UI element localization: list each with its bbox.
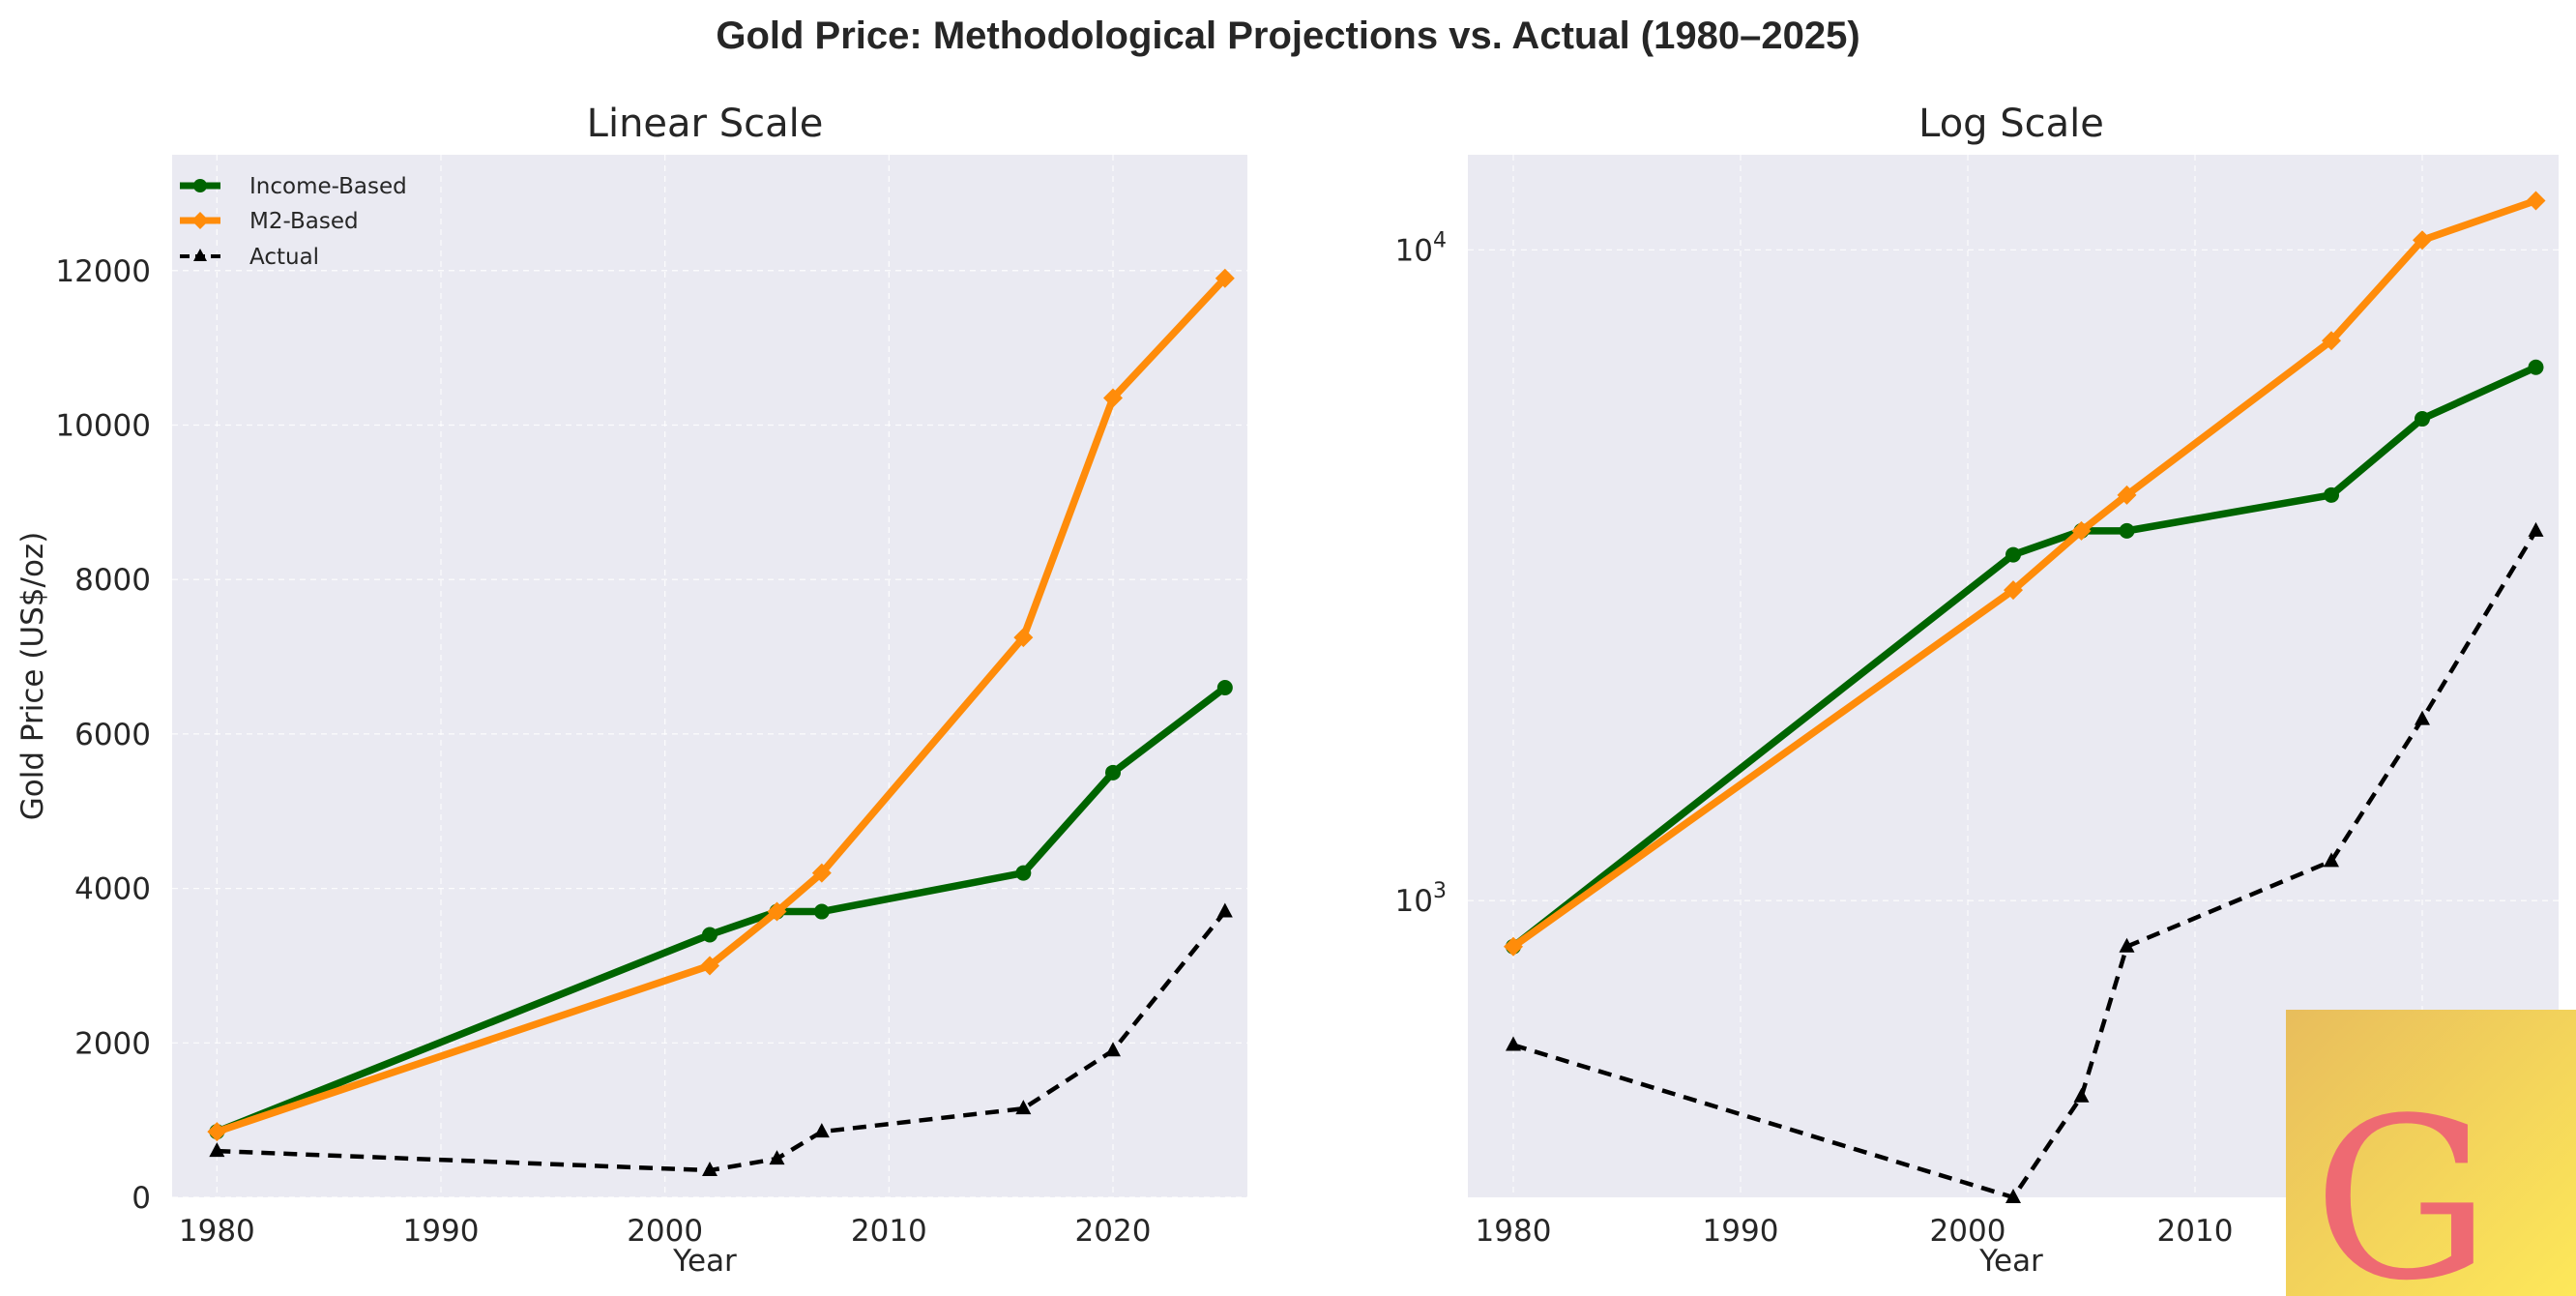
data-point-income-log — [2119, 522, 2135, 539]
data-point-income-linear — [702, 927, 717, 943]
data-point-income-linear — [1105, 764, 1121, 781]
data-point-income-log — [2324, 486, 2339, 503]
data-point-actual-linear — [769, 1150, 785, 1165]
data-point-m2-linear — [1215, 268, 1235, 288]
data-point-m2-log — [2322, 331, 2341, 351]
logo-watermark: G — [2286, 1010, 2576, 1296]
y-tick-label-log: 103 — [1395, 879, 1447, 919]
data-point-actual-log — [2528, 521, 2544, 537]
x-axis-label-log: Year — [1978, 1244, 2043, 1279]
data-point-m2-log — [2071, 520, 2092, 541]
data-point-actual-linear — [1015, 1100, 1032, 1115]
series-log — [1504, 191, 2546, 1203]
data-point-m2-log — [2117, 485, 2137, 505]
y-tick-label-linear: 12000 — [55, 254, 151, 289]
data-point-actual-linear — [1105, 1042, 1121, 1057]
data-point-income-log — [2528, 359, 2544, 375]
panel-title-linear: Linear Scale — [587, 102, 824, 146]
data-point-actual-linear — [209, 1142, 225, 1158]
legend-label-income: Income-Based — [249, 174, 407, 199]
y-tick-label-linear: 2000 — [74, 1026, 151, 1061]
data-point-m2-log — [2526, 191, 2546, 211]
data-point-income-log — [2005, 546, 2021, 563]
legend-label-m2: M2-Based — [249, 209, 359, 234]
x-tick-label-log: 1980 — [1476, 1214, 1552, 1249]
panel-title-log: Log Scale — [1918, 102, 2104, 146]
series-linear — [207, 268, 1235, 1177]
data-point-actual-log — [2073, 1087, 2090, 1103]
legend-item-m2: M2-Based — [180, 209, 359, 234]
x-ticks-linear: 1980 1990 2000 2010 2020 — [179, 1214, 1152, 1249]
legend-item-income: Income-Based — [180, 174, 407, 199]
logo-background — [2286, 1010, 2576, 1296]
y-tick-label-linear: 0 — [132, 1181, 151, 1216]
y-tick-label-linear: 6000 — [74, 718, 151, 752]
x-tick-label-log: 1990 — [1703, 1214, 1779, 1249]
gridlines-linear — [172, 155, 1247, 1198]
data-point-income-log — [2415, 411, 2430, 427]
plot-area-linear — [172, 155, 1247, 1197]
y-tick-label-log: 104 — [1395, 228, 1447, 268]
data-point-actual-log — [2415, 710, 2430, 725]
legend-label-actual: Actual — [249, 245, 319, 270]
logo-letter: G — [2313, 1072, 2491, 1296]
y-tick-label-linear: 8000 — [74, 563, 151, 598]
x-tick-label-log: 2000 — [1930, 1214, 2006, 1249]
legend-item-actual: Actual — [180, 245, 319, 270]
data-point-actual-log — [2005, 1189, 2021, 1203]
data-point-m2-linear — [811, 863, 832, 883]
x-tick-label-linear: 2000 — [627, 1214, 703, 1249]
data-point-income-linear — [1216, 679, 1233, 695]
data-point-actual-linear — [813, 1123, 830, 1138]
data-point-actual-linear — [1216, 902, 1233, 918]
x-tick-label-linear: 1990 — [403, 1214, 480, 1249]
x-tick-label-log: 2010 — [2157, 1214, 2234, 1249]
y-tick-label-linear: 4000 — [74, 872, 151, 907]
panel-linear: Linear Scale 0 2000 4000 6000 8000 10000 12000… — [15, 102, 1247, 1279]
data-point-m2-linear — [207, 1122, 227, 1142]
data-point-actual-log — [1506, 1036, 1521, 1051]
y-tick-label-linear: 10000 — [55, 408, 151, 443]
data-point-m2-linear — [1013, 628, 1034, 648]
data-point-actual-log — [2324, 852, 2339, 868]
y-ticks-linear: 0 2000 4000 6000 8000 10000 12000 — [55, 254, 151, 1216]
data-point-m2-log — [1504, 936, 1523, 957]
data-point-income-linear — [813, 903, 830, 920]
y-axis-label-linear: Gold Price (US$/oz) — [15, 532, 50, 821]
data-point-m2-linear — [700, 956, 719, 976]
data-point-actual-linear — [702, 1162, 717, 1177]
figure-title: Gold Price: Methodological Projections v… — [716, 15, 1859, 57]
data-point-m2-log — [2413, 230, 2432, 250]
x-tick-label-linear: 1980 — [179, 1214, 255, 1249]
gridlines-log — [1468, 155, 2559, 1197]
data-point-m2-log — [2004, 580, 2023, 601]
x-tick-label-linear: 2020 — [1075, 1214, 1152, 1249]
data-point-income-linear — [1015, 865, 1032, 881]
data-point-m2-linear — [767, 901, 787, 922]
x-tick-label-linear: 2010 — [851, 1214, 927, 1249]
y-ticks-log: 103 104 — [1395, 228, 1447, 919]
x-axis-label-linear: Year — [672, 1244, 737, 1279]
data-point-m2-linear — [1103, 388, 1123, 408]
data-point-actual-log — [2119, 937, 2135, 953]
legend: Income-Based M2-Based Actual — [180, 174, 407, 270]
